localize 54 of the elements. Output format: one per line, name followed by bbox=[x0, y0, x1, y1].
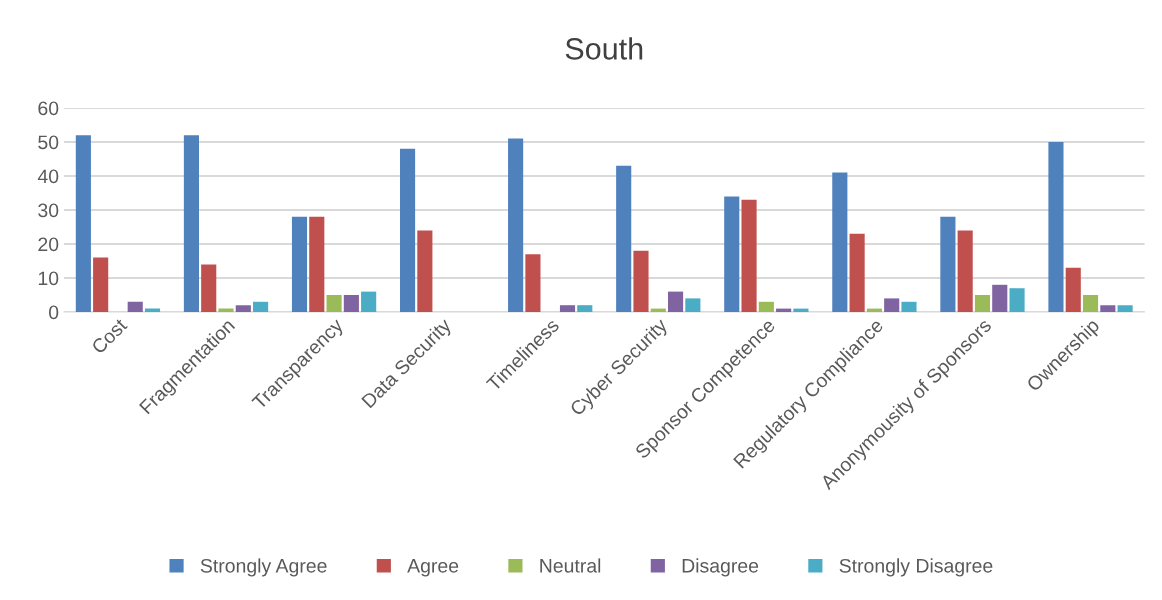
bar bbox=[559, 305, 576, 312]
bar bbox=[724, 196, 740, 312]
bar bbox=[508, 138, 524, 312]
bar bbox=[974, 295, 991, 312]
bar bbox=[400, 148, 416, 312]
bar bbox=[326, 295, 342, 312]
bar bbox=[940, 216, 956, 312]
x-tick-label: Cost bbox=[90, 317, 128, 355]
bar bbox=[218, 308, 234, 312]
bar bbox=[1117, 305, 1133, 312]
legend-label: Strongly Agree bbox=[200, 558, 327, 577]
bar bbox=[1065, 267, 1081, 312]
bar bbox=[1009, 288, 1025, 312]
bar bbox=[957, 230, 973, 312]
bar bbox=[577, 305, 593, 312]
y-tick-label: 50 bbox=[38, 135, 59, 150]
y-tick-label: 0 bbox=[49, 305, 59, 320]
bar bbox=[75, 135, 91, 312]
bar bbox=[361, 291, 377, 312]
bar bbox=[201, 264, 217, 312]
y-tick-label: 20 bbox=[38, 237, 59, 252]
bar bbox=[1100, 305, 1116, 312]
bar bbox=[309, 216, 325, 312]
bar bbox=[343, 295, 359, 312]
bar bbox=[901, 301, 917, 312]
bar bbox=[253, 301, 269, 312]
bar bbox=[832, 172, 848, 312]
bar bbox=[758, 301, 774, 312]
bar bbox=[525, 254, 541, 312]
bar bbox=[992, 284, 1008, 312]
y-tick-label: 10 bbox=[38, 271, 59, 286]
bar bbox=[741, 199, 757, 312]
bar bbox=[884, 298, 900, 312]
bar bbox=[235, 305, 251, 312]
bar bbox=[1048, 142, 1064, 312]
y-tick-label: 40 bbox=[37, 169, 59, 184]
legend-label: Neutral bbox=[540, 558, 601, 573]
bar bbox=[633, 250, 649, 312]
bar bbox=[668, 291, 684, 312]
bar bbox=[183, 135, 199, 312]
bar bbox=[616, 165, 632, 312]
bar bbox=[93, 257, 109, 312]
legend-label: Disagree bbox=[682, 558, 759, 577]
chart-title: South bbox=[565, 37, 643, 60]
y-tick-label: 30 bbox=[38, 203, 59, 218]
bar bbox=[849, 233, 865, 312]
y-tick-label: 60 bbox=[38, 101, 59, 116]
bar bbox=[1082, 295, 1099, 312]
bar bbox=[127, 301, 143, 312]
bar bbox=[291, 216, 308, 312]
bar bbox=[685, 298, 701, 312]
legend-label: Strongly Disagree bbox=[839, 558, 993, 577]
legend-label: Agree bbox=[407, 559, 459, 577]
bar bbox=[417, 230, 433, 312]
